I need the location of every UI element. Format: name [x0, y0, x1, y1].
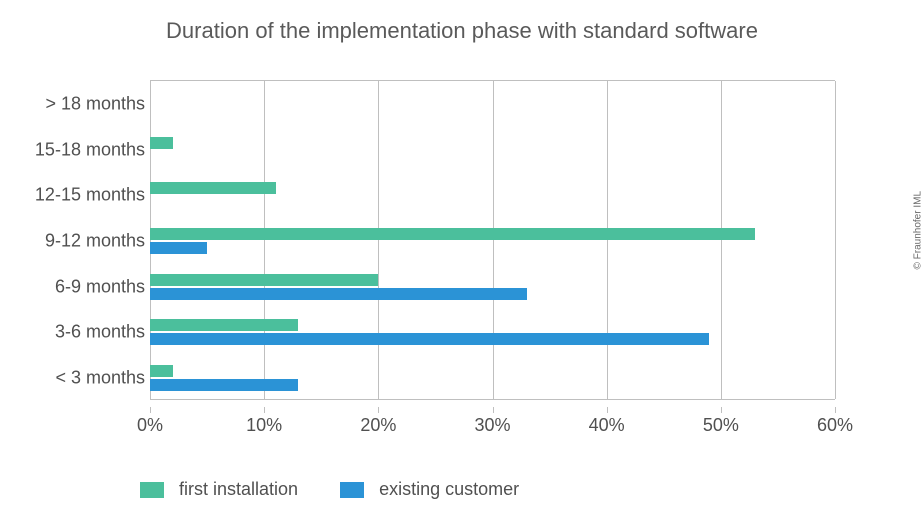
legend-swatch-b — [340, 482, 364, 498]
bar-first-installation — [150, 319, 298, 331]
chart-title: Duration of the implementation phase wit… — [0, 18, 924, 44]
x-axis-label: 60% — [817, 415, 853, 436]
category-row: < 3 months — [150, 355, 835, 401]
x-tick — [607, 407, 608, 413]
x-axis-label: 50% — [703, 415, 739, 436]
x-tick — [264, 407, 265, 413]
x-tick — [150, 407, 151, 413]
legend-label-b: existing customer — [379, 479, 519, 499]
category-row: 12-15 months — [150, 172, 835, 218]
bar-first-installation — [150, 182, 276, 194]
category-row: > 18 months — [150, 81, 835, 127]
x-axis-label: 40% — [589, 415, 625, 436]
bar-existing-customer — [150, 242, 207, 254]
bar-existing-customer — [150, 333, 709, 345]
x-tick — [493, 407, 494, 413]
y-axis-label: 15-18 months — [5, 139, 145, 160]
legend-item: first installation — [140, 479, 298, 500]
y-axis-label: 12-15 months — [5, 185, 145, 206]
category-row: 3-6 months — [150, 310, 835, 356]
x-tick — [835, 407, 836, 413]
x-axis-label: 0% — [137, 415, 163, 436]
bar-first-installation — [150, 137, 173, 149]
y-axis-label: < 3 months — [5, 368, 145, 389]
attribution: © Fraunhofer IML warehouse-logistics.com — [912, 160, 924, 270]
x-tick — [378, 407, 379, 413]
y-axis-label: 9-12 months — [5, 230, 145, 251]
attribution-line1: © Fraunhofer IML — [912, 191, 923, 270]
chart-container: Duration of the implementation phase wit… — [0, 0, 924, 516]
x-axis-label: 30% — [474, 415, 510, 436]
plot-area: 0%10%20%30%40%50%60%> 18 months15-18 mon… — [150, 80, 835, 400]
y-axis-label: 6-9 months — [5, 276, 145, 297]
legend-label-a: first installation — [179, 479, 298, 499]
y-axis-label: > 18 months — [5, 93, 145, 114]
gridline — [835, 81, 836, 399]
bar-first-installation — [150, 228, 755, 240]
category-row: 9-12 months — [150, 218, 835, 264]
legend-swatch-a — [140, 482, 164, 498]
category-row: 15-18 months — [150, 127, 835, 173]
bar-existing-customer — [150, 288, 527, 300]
category-row: 6-9 months — [150, 264, 835, 310]
x-axis-label: 10% — [246, 415, 282, 436]
bar-first-installation — [150, 274, 378, 286]
bar-existing-customer — [150, 379, 298, 391]
bar-first-installation — [150, 365, 173, 377]
x-axis-label: 20% — [360, 415, 396, 436]
legend: first installation existing customer — [140, 479, 519, 500]
legend-item: existing customer — [340, 479, 519, 500]
y-axis-label: 3-6 months — [5, 322, 145, 343]
x-tick — [721, 407, 722, 413]
